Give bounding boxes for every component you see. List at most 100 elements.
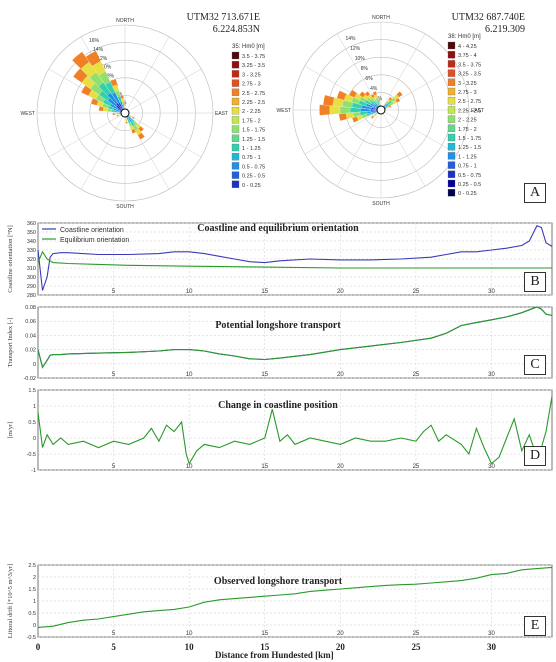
inner-x-tick-label: 10 bbox=[186, 464, 193, 470]
rose-legend-label: 0 - 0.25 bbox=[242, 183, 261, 189]
rose-spoke bbox=[124, 112, 202, 158]
y-tick-label: 330 bbox=[27, 248, 36, 254]
series-line-0 bbox=[37, 225, 553, 291]
inner-x-tick-label: 20 bbox=[337, 464, 344, 470]
rose-label-south: SOUTH bbox=[116, 204, 134, 210]
inner-x-tick-label: 10 bbox=[186, 289, 193, 295]
rose-label-east: EAST bbox=[471, 108, 484, 114]
rose-legend-swatch bbox=[447, 189, 456, 197]
rose-legend-swatch bbox=[231, 107, 240, 115]
x-tick-label: 15 bbox=[260, 642, 270, 652]
rose-ring-label: 8% bbox=[107, 74, 115, 80]
rose-legend-label: 1.25 - 1.5 bbox=[458, 145, 481, 151]
rose-legend-swatch bbox=[447, 124, 456, 132]
rose-legend-label: 2.75 - 3 bbox=[458, 90, 477, 96]
rose-legend-label: 2.25 - 2.5 bbox=[458, 108, 481, 114]
rose-legend-swatch bbox=[231, 125, 240, 133]
rose-spoke bbox=[124, 36, 170, 114]
y-tick-label: 0 bbox=[33, 623, 36, 629]
rose-legend-swatch bbox=[447, 133, 456, 142]
series-line-0 bbox=[37, 396, 553, 465]
rose-ring-label: 2% bbox=[375, 96, 383, 102]
inner-x-tick-label: 30 bbox=[488, 464, 495, 470]
rose-label-north: NORTH bbox=[116, 18, 134, 24]
chart-potential-transport: 5 10 15 20 25 30 -0.02 0 0.02 0.04 0.06 0.08 Transpo… bbox=[7, 305, 553, 382]
inner-x-tick-label: 20 bbox=[337, 372, 344, 378]
x-tick-label: 0 bbox=[35, 642, 41, 652]
inner-x-tick-label: 5 bbox=[112, 631, 116, 637]
rose-spoke bbox=[304, 109, 382, 155]
y-tick-label: 2.5 bbox=[28, 563, 36, 569]
inner-x-tick-label: 25 bbox=[413, 372, 420, 378]
inner-x-tick-label: 25 bbox=[413, 464, 420, 470]
panel-coastline-change: 5 10 15 20 25 30 -1 -0.5 0 0.5 1 1.5 [m/yr] Change i… bbox=[0, 386, 556, 474]
rose-legend-swatch bbox=[447, 143, 456, 151]
rose-legend-label: 2.25 - 2.5 bbox=[242, 100, 265, 106]
y-axis-label: Transport Index [-] bbox=[7, 318, 14, 368]
rose-legend-swatch bbox=[231, 61, 240, 69]
series-line-0 bbox=[37, 566, 553, 628]
y-tick-label: 0 bbox=[33, 362, 36, 368]
rose-legend-swatch bbox=[447, 60, 456, 68]
panel-observed-transport: 5 10 15 20 25 30 -0.5 0 0.5 1 1.5 2 2.5 Littoral drif… bbox=[0, 476, 556, 642]
rose-b-easting: UTM32 687.740E bbox=[451, 12, 525, 23]
y-tick-label: 310 bbox=[27, 266, 36, 272]
rose-ring-label: 16% bbox=[89, 38, 100, 44]
rose-spoke bbox=[124, 68, 202, 114]
rose-legend-label: 0.75 - 1 bbox=[458, 164, 477, 170]
y-tick-label: 340 bbox=[27, 239, 36, 245]
rose-legend-swatch bbox=[447, 41, 456, 50]
rose-legend-label: 0.75 - 1 bbox=[242, 155, 261, 161]
rose-ring-label: 10% bbox=[355, 56, 366, 62]
series-line-1 bbox=[37, 306, 553, 369]
rose-legend-label: 3.5 - 3.75 bbox=[242, 54, 265, 60]
inner-x-tick-label: 25 bbox=[413, 289, 420, 295]
rose-legend-label: 2.5 - 2.75 bbox=[458, 99, 481, 105]
inner-x-tick-label: 5 bbox=[112, 372, 116, 378]
rose-legend-label: 0 - 0.25 bbox=[458, 191, 477, 197]
rose-spoke bbox=[48, 112, 126, 158]
rose-legend-label: 1.5 - 1.75 bbox=[458, 136, 481, 142]
rose-legend-label: 2.5 - 2.75 bbox=[242, 91, 265, 97]
inner-x-tick-label: 15 bbox=[261, 289, 268, 295]
x-tick-label: 5 bbox=[111, 642, 116, 652]
y-axis-label: Coastline orientation [°N] bbox=[7, 225, 14, 293]
rose-a-coordinates: UTM32 713.671E 6.224.853N bbox=[160, 12, 260, 36]
wave-rose-1: 2% 4% 6% 8% 10% 12% 14% NORTH SOUTH EAST WEST 38: H… bbox=[277, 15, 485, 207]
x-axis-label: Distance from Hundested [km] bbox=[215, 650, 334, 660]
rose-legend-swatch bbox=[447, 152, 456, 160]
y-tick-label: 1 bbox=[33, 404, 36, 410]
rose-legend-swatch bbox=[231, 143, 240, 152]
y-tick-label: 1.5 bbox=[28, 587, 36, 593]
panel-label-e: E bbox=[524, 616, 546, 636]
y-tick-label: 0.5 bbox=[28, 420, 36, 426]
inner-x-tick-label: 30 bbox=[488, 289, 495, 295]
inner-x-tick-label: 30 bbox=[488, 631, 495, 637]
chart-observed-transport: 5 10 15 20 25 30 -0.5 0 0.5 1 1.5 2 2.5 Littoral drif… bbox=[7, 563, 553, 641]
rose-legend-label: 1 - 1.25 bbox=[242, 146, 261, 152]
rose-center bbox=[376, 105, 386, 115]
rose-legend-swatch bbox=[447, 115, 456, 123]
rose-legend-swatch bbox=[447, 51, 456, 59]
y-tick-label: 0.5 bbox=[28, 611, 36, 617]
panel-label-c: C bbox=[524, 355, 546, 375]
rose-legend-label: 1.75 - 2 bbox=[242, 118, 261, 124]
rose-legend-swatch bbox=[231, 79, 240, 87]
panel-potential-transport: 5 10 15 20 25 30 -0.02 0 0.02 0.04 0.06 0.08 Transpo… bbox=[0, 303, 556, 383]
rose-label-south: SOUTH bbox=[372, 201, 390, 207]
x-tick-label: 25 bbox=[411, 642, 421, 652]
rose-legend-label: 3.5 - 3.75 bbox=[458, 62, 481, 68]
y-axis-label: [m/yr] bbox=[7, 422, 14, 439]
rose-legend-swatch bbox=[231, 162, 240, 170]
plot-area bbox=[37, 389, 553, 471]
rose-ring-label: 8% bbox=[361, 66, 369, 72]
x-tick-label: 30 bbox=[487, 642, 497, 652]
y-tick-label: 300 bbox=[27, 275, 36, 281]
legend-label: Coastline orientation bbox=[60, 227, 124, 234]
rose-legend-swatch bbox=[231, 116, 240, 124]
wave-rose-0: 2%4%6%8%10%12%14%16%NORTHSOUTHEASTWEST35… bbox=[21, 18, 266, 210]
rose-legend-swatch bbox=[231, 51, 240, 60]
rose-legend-swatch bbox=[231, 171, 240, 179]
inner-x-tick-label: 5 bbox=[112, 289, 116, 295]
rose-legend-label: 4 - 4.25 bbox=[458, 44, 477, 50]
